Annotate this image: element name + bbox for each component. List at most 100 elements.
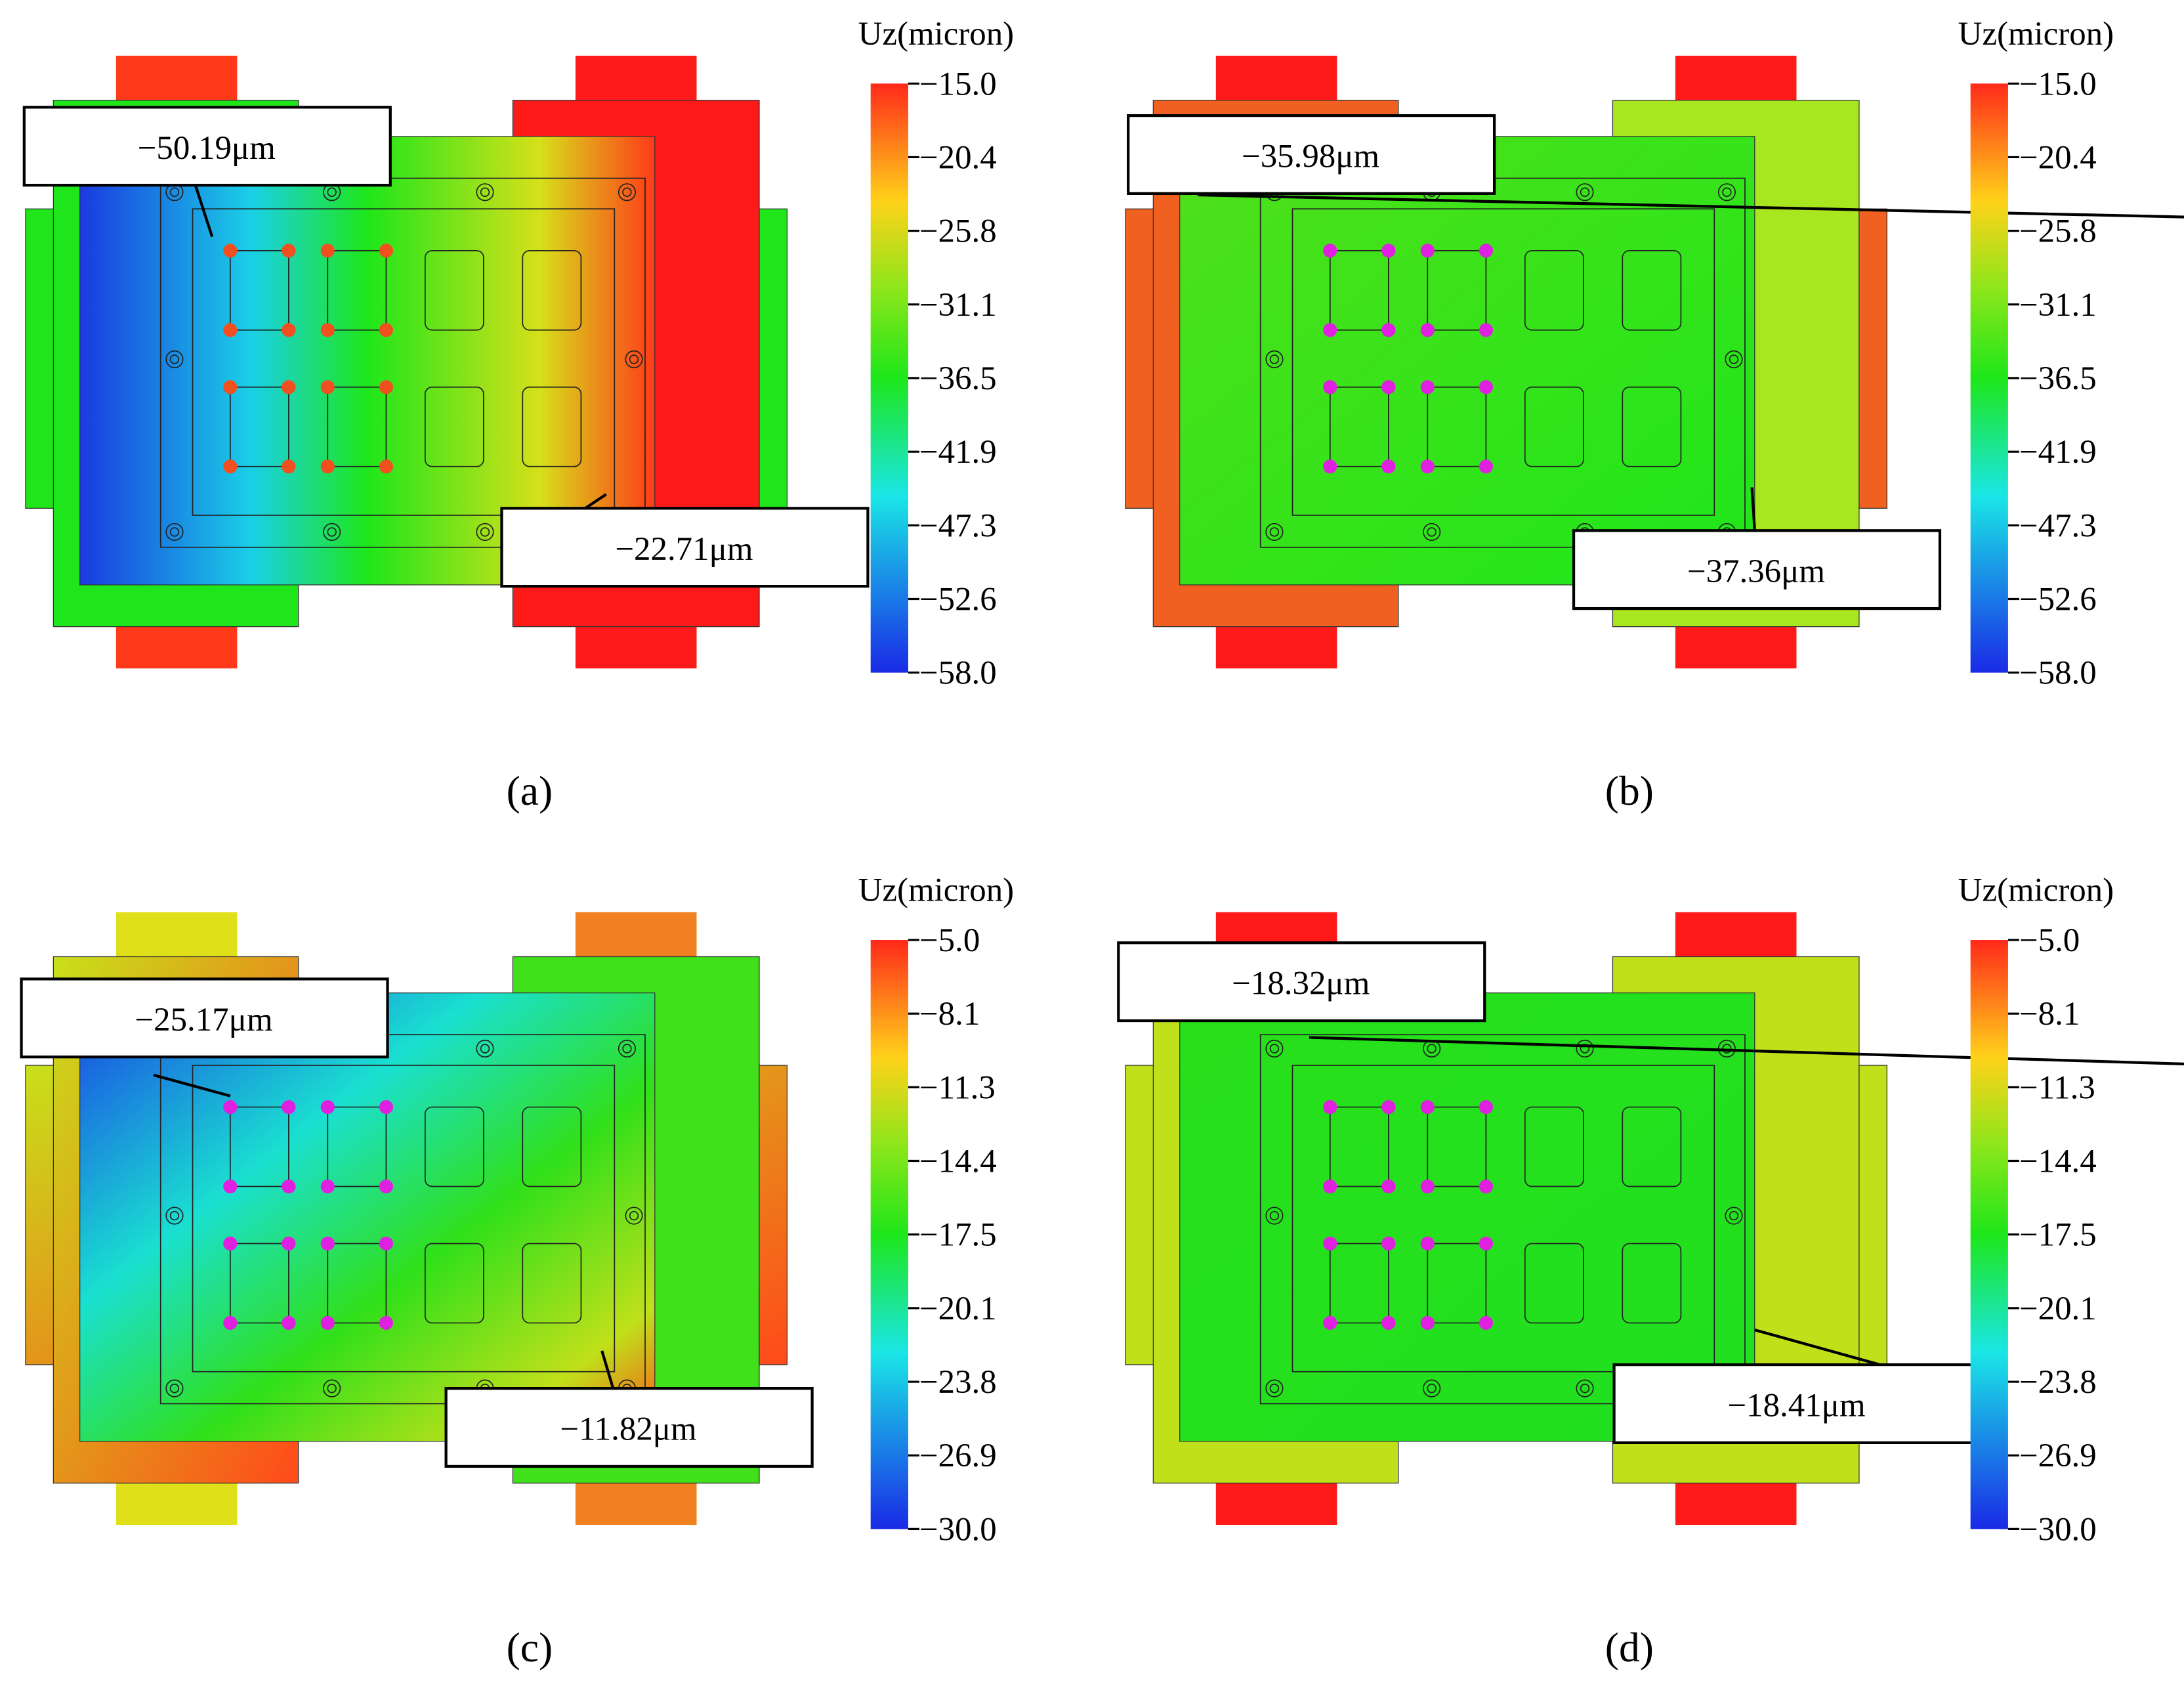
bolt: [327, 187, 337, 197]
bolt: [480, 527, 490, 537]
window: [1524, 1243, 1584, 1324]
colorbar-label: −8.1: [919, 996, 980, 1033]
window: [1622, 250, 1682, 331]
pad: [320, 1315, 335, 1331]
bolt: [1729, 1210, 1739, 1221]
pad: [1479, 1099, 1493, 1115]
bolt: [1269, 1383, 1280, 1394]
colorbar-title: Uz(micron): [858, 872, 1014, 909]
panel-label: (c): [507, 1624, 553, 1671]
bolt: [1265, 350, 1284, 368]
colorbar: [870, 83, 908, 673]
colorbar-label: −41.9: [2019, 434, 2097, 471]
pad: [223, 459, 238, 474]
callout-text: −18.32μm: [1232, 966, 1370, 1002]
tab: [575, 1480, 697, 1525]
pad: [1323, 1236, 1337, 1251]
pad: [282, 244, 296, 258]
callout-box: [1127, 114, 1496, 196]
tab: [116, 624, 238, 669]
colorbar-label: −30.0: [2019, 1511, 2097, 1548]
callout-text: −37.36μm: [1687, 553, 1825, 590]
pad: [379, 1236, 394, 1251]
panel: −25.17μm −11.82μm Uz(micron) −5.0 −8.1 −11.3 −…: [20, 872, 1014, 1671]
colorbar-title: Uz(micron): [1958, 872, 2114, 909]
window: [1427, 1243, 1487, 1324]
pad: [1479, 323, 1493, 337]
window: [522, 250, 582, 331]
tab: [116, 55, 238, 100]
tab: [1675, 912, 1797, 957]
colorbar-label: −47.3: [919, 507, 997, 544]
bolt: [476, 1039, 494, 1058]
colorbar: [870, 940, 908, 1529]
colorbar-label: −41.9: [919, 434, 997, 471]
pad: [379, 244, 394, 258]
colorbar: [1970, 83, 2008, 673]
tab: [1215, 1480, 1337, 1525]
callout-box: [22, 106, 392, 187]
panel-label: (b): [1605, 767, 1654, 814]
pad: [1381, 1315, 1396, 1331]
bolt: [1269, 527, 1280, 537]
bolt: [165, 1206, 184, 1225]
bolt: [618, 183, 637, 202]
bolt: [625, 1206, 643, 1225]
frame: [1259, 177, 1746, 548]
bolt: [1269, 1210, 1280, 1221]
colorbar-label: −26.9: [2019, 1438, 2097, 1474]
bolt: [629, 1210, 639, 1221]
pad: [223, 323, 238, 337]
colorbar-label: −20.4: [919, 139, 997, 176]
tab: [575, 912, 697, 957]
bolt: [169, 354, 180, 364]
colorbar-label: −17.5: [919, 1217, 997, 1254]
window: [1427, 250, 1487, 331]
pointer: [1309, 1036, 2184, 1066]
pad: [1420, 459, 1435, 474]
pad: [1420, 380, 1435, 395]
bolt: [165, 350, 184, 368]
callout-box: [444, 1387, 814, 1468]
colorbar: [1970, 940, 2008, 1529]
callout-box: [20, 977, 389, 1059]
colorbar-label: −47.3: [2019, 507, 2097, 544]
pad: [379, 459, 394, 474]
colorbar-label: −5.0: [919, 922, 980, 959]
bolt: [476, 523, 494, 541]
window: [229, 386, 289, 467]
tab: [1215, 55, 1337, 100]
callout-box: [500, 507, 870, 588]
callout-text: −50.19μm: [138, 130, 276, 167]
bolt: [165, 523, 184, 541]
colorbar-label: −31.1: [919, 287, 997, 324]
pad: [320, 459, 335, 474]
colorbar-title: Uz(micron): [1958, 16, 2114, 53]
pointer: [600, 1350, 615, 1389]
pad: [320, 244, 335, 258]
pad: [320, 1099, 335, 1115]
bolt: [1580, 1383, 1590, 1394]
callout-box: [1572, 529, 1942, 610]
frame: [192, 208, 616, 516]
bolt: [1576, 1039, 1594, 1058]
pad: [1420, 1315, 1435, 1331]
colorbar-label: −52.6: [919, 581, 997, 618]
callout-text: −22.71μm: [615, 531, 753, 568]
callout-box: [1117, 941, 1486, 1023]
flange: [25, 1065, 788, 1365]
colorbar-label: −36.5: [2019, 360, 2097, 397]
colorbar-label: −20.1: [2019, 1290, 2097, 1327]
pad: [1420, 1179, 1435, 1194]
bolt: [169, 1383, 180, 1394]
pad: [282, 459, 296, 474]
colorbar-label: −20.1: [919, 1290, 997, 1327]
tab: [575, 55, 697, 100]
pad: [1381, 1179, 1396, 1194]
pad: [379, 1179, 394, 1194]
frame: [1259, 1034, 1746, 1405]
window: [424, 1106, 484, 1187]
colorbar-label: −17.5: [2019, 1217, 2097, 1254]
window: [522, 386, 582, 467]
